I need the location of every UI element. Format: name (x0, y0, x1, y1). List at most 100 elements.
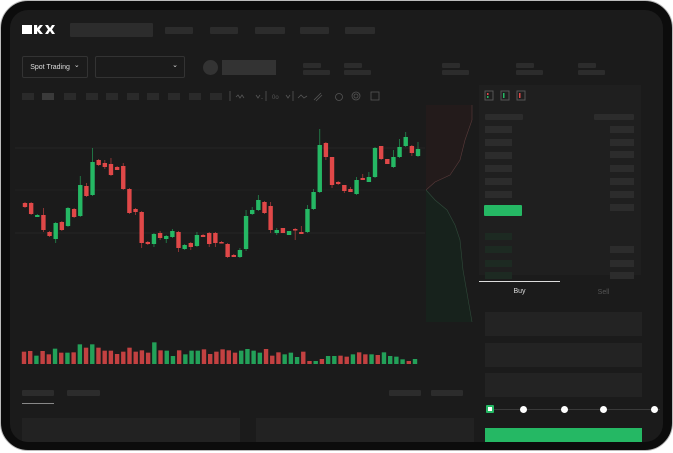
draw-line-icon (297, 94, 308, 99)
candle-body (133, 209, 138, 212)
amount-input[interactable] (485, 343, 642, 367)
stat-label (303, 63, 321, 68)
candle-body (53, 223, 58, 239)
nav-item[interactable] (300, 27, 329, 34)
slider-stop[interactable] (520, 406, 527, 413)
volume-bar (83, 347, 89, 364)
volume-bar (189, 350, 194, 364)
candle-body (90, 162, 95, 195)
timeframe-button[interactable] (106, 93, 118, 100)
candle (292, 228, 298, 240)
market-type-dropdown[interactable]: Spot Trading ⌄ (22, 56, 88, 78)
candle (164, 235, 169, 243)
market-type-label: Spot Trading (30, 63, 70, 71)
target-icon (351, 91, 361, 101)
volume-bar (52, 348, 58, 364)
tab-open-orders[interactable] (22, 390, 54, 396)
amount-slider[interactable] (490, 409, 660, 410)
timeframe-button[interactable] (168, 93, 180, 100)
buy-button[interactable] (485, 428, 642, 442)
nav-item[interactable] (210, 27, 238, 34)
candle (219, 241, 224, 244)
order-book-view-toggles[interactable] (484, 90, 534, 102)
view-asks-icon (516, 90, 526, 101)
volume-bar (133, 351, 138, 364)
tab-buy[interactable]: Buy (513, 288, 526, 295)
candle-body (164, 236, 169, 239)
slider-stop[interactable] (651, 406, 658, 413)
candle-body (323, 143, 329, 157)
timeframe-button[interactable] (210, 93, 222, 100)
volume-bar (369, 354, 374, 364)
candle-body (354, 180, 359, 194)
volume-bar (381, 352, 387, 364)
volume-bar (59, 352, 64, 364)
coin-icon (203, 60, 218, 75)
total-input[interactable] (485, 373, 642, 397)
candle-body (170, 231, 175, 237)
volume-bar (28, 351, 33, 364)
camera-icon (335, 93, 343, 101)
slider-stop[interactable] (600, 406, 607, 413)
candle (323, 142, 329, 160)
volume-bar (257, 352, 263, 364)
candle (403, 132, 408, 147)
volume-bar (375, 355, 380, 364)
fullscreen-icon (370, 91, 380, 101)
candle (305, 205, 310, 233)
price-input[interactable] (485, 312, 642, 336)
candle (237, 248, 243, 258)
candle (354, 177, 359, 195)
volume-bar (270, 355, 275, 364)
volume-bar (406, 361, 411, 364)
candle-body (59, 222, 65, 230)
slider-stop[interactable] (561, 406, 568, 413)
candle (108, 158, 114, 176)
candle-body (84, 186, 89, 196)
volume-bar (108, 350, 114, 364)
tab-sell[interactable]: Sell (597, 289, 610, 296)
volume-bar (232, 352, 238, 364)
candle (409, 145, 415, 156)
volume-bar (338, 355, 343, 364)
candle-body (151, 234, 157, 244)
candle-body (96, 160, 101, 165)
tab-order-history[interactable] (67, 390, 100, 396)
timeframe-button[interactable] (64, 93, 76, 100)
candle-body (372, 148, 378, 177)
volume-bar (356, 352, 362, 364)
timeframe-button[interactable] (147, 93, 159, 100)
candle (200, 234, 206, 237)
timeframe-button[interactable] (189, 93, 201, 100)
view-both-icon (484, 90, 494, 101)
candle-body (35, 215, 40, 217)
candle-body (391, 157, 396, 167)
nav-item[interactable] (255, 27, 285, 34)
candle-body (299, 232, 304, 234)
slider-handle[interactable] (486, 405, 494, 413)
pair-select[interactable]: ⌄ (95, 56, 185, 78)
filter-button[interactable] (389, 390, 421, 396)
volume-bar (195, 350, 200, 364)
candlestick-chart[interactable] (10, 10, 480, 370)
okx-logo[interactable] (22, 25, 55, 34)
candle (151, 233, 157, 247)
candle-body (213, 233, 218, 243)
candle (372, 147, 378, 178)
nav-item[interactable] (165, 27, 193, 34)
stat-label (344, 63, 362, 68)
candle (53, 222, 58, 243)
candle (348, 187, 353, 192)
candle-body (157, 233, 163, 238)
candle-body (139, 212, 144, 243)
search-bar[interactable] (70, 23, 153, 37)
timeframe-button[interactable] (86, 93, 98, 100)
candle (102, 160, 108, 169)
candle-body (28, 203, 34, 214)
filter-button[interactable] (431, 390, 463, 396)
volume-bar (139, 350, 145, 364)
timeframe-button[interactable] (22, 93, 34, 100)
timeframe-button[interactable] (127, 93, 139, 100)
timeframe-button[interactable] (42, 93, 54, 100)
nav-item[interactable] (345, 27, 375, 34)
